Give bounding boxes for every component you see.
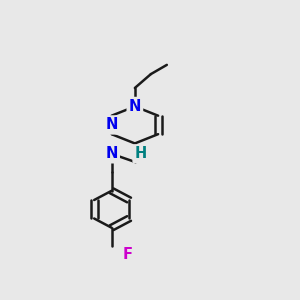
Text: N: N (105, 117, 118, 132)
Text: N: N (129, 99, 141, 114)
Text: F: F (123, 247, 133, 262)
Text: N: N (105, 146, 118, 161)
Text: H: H (134, 146, 147, 161)
